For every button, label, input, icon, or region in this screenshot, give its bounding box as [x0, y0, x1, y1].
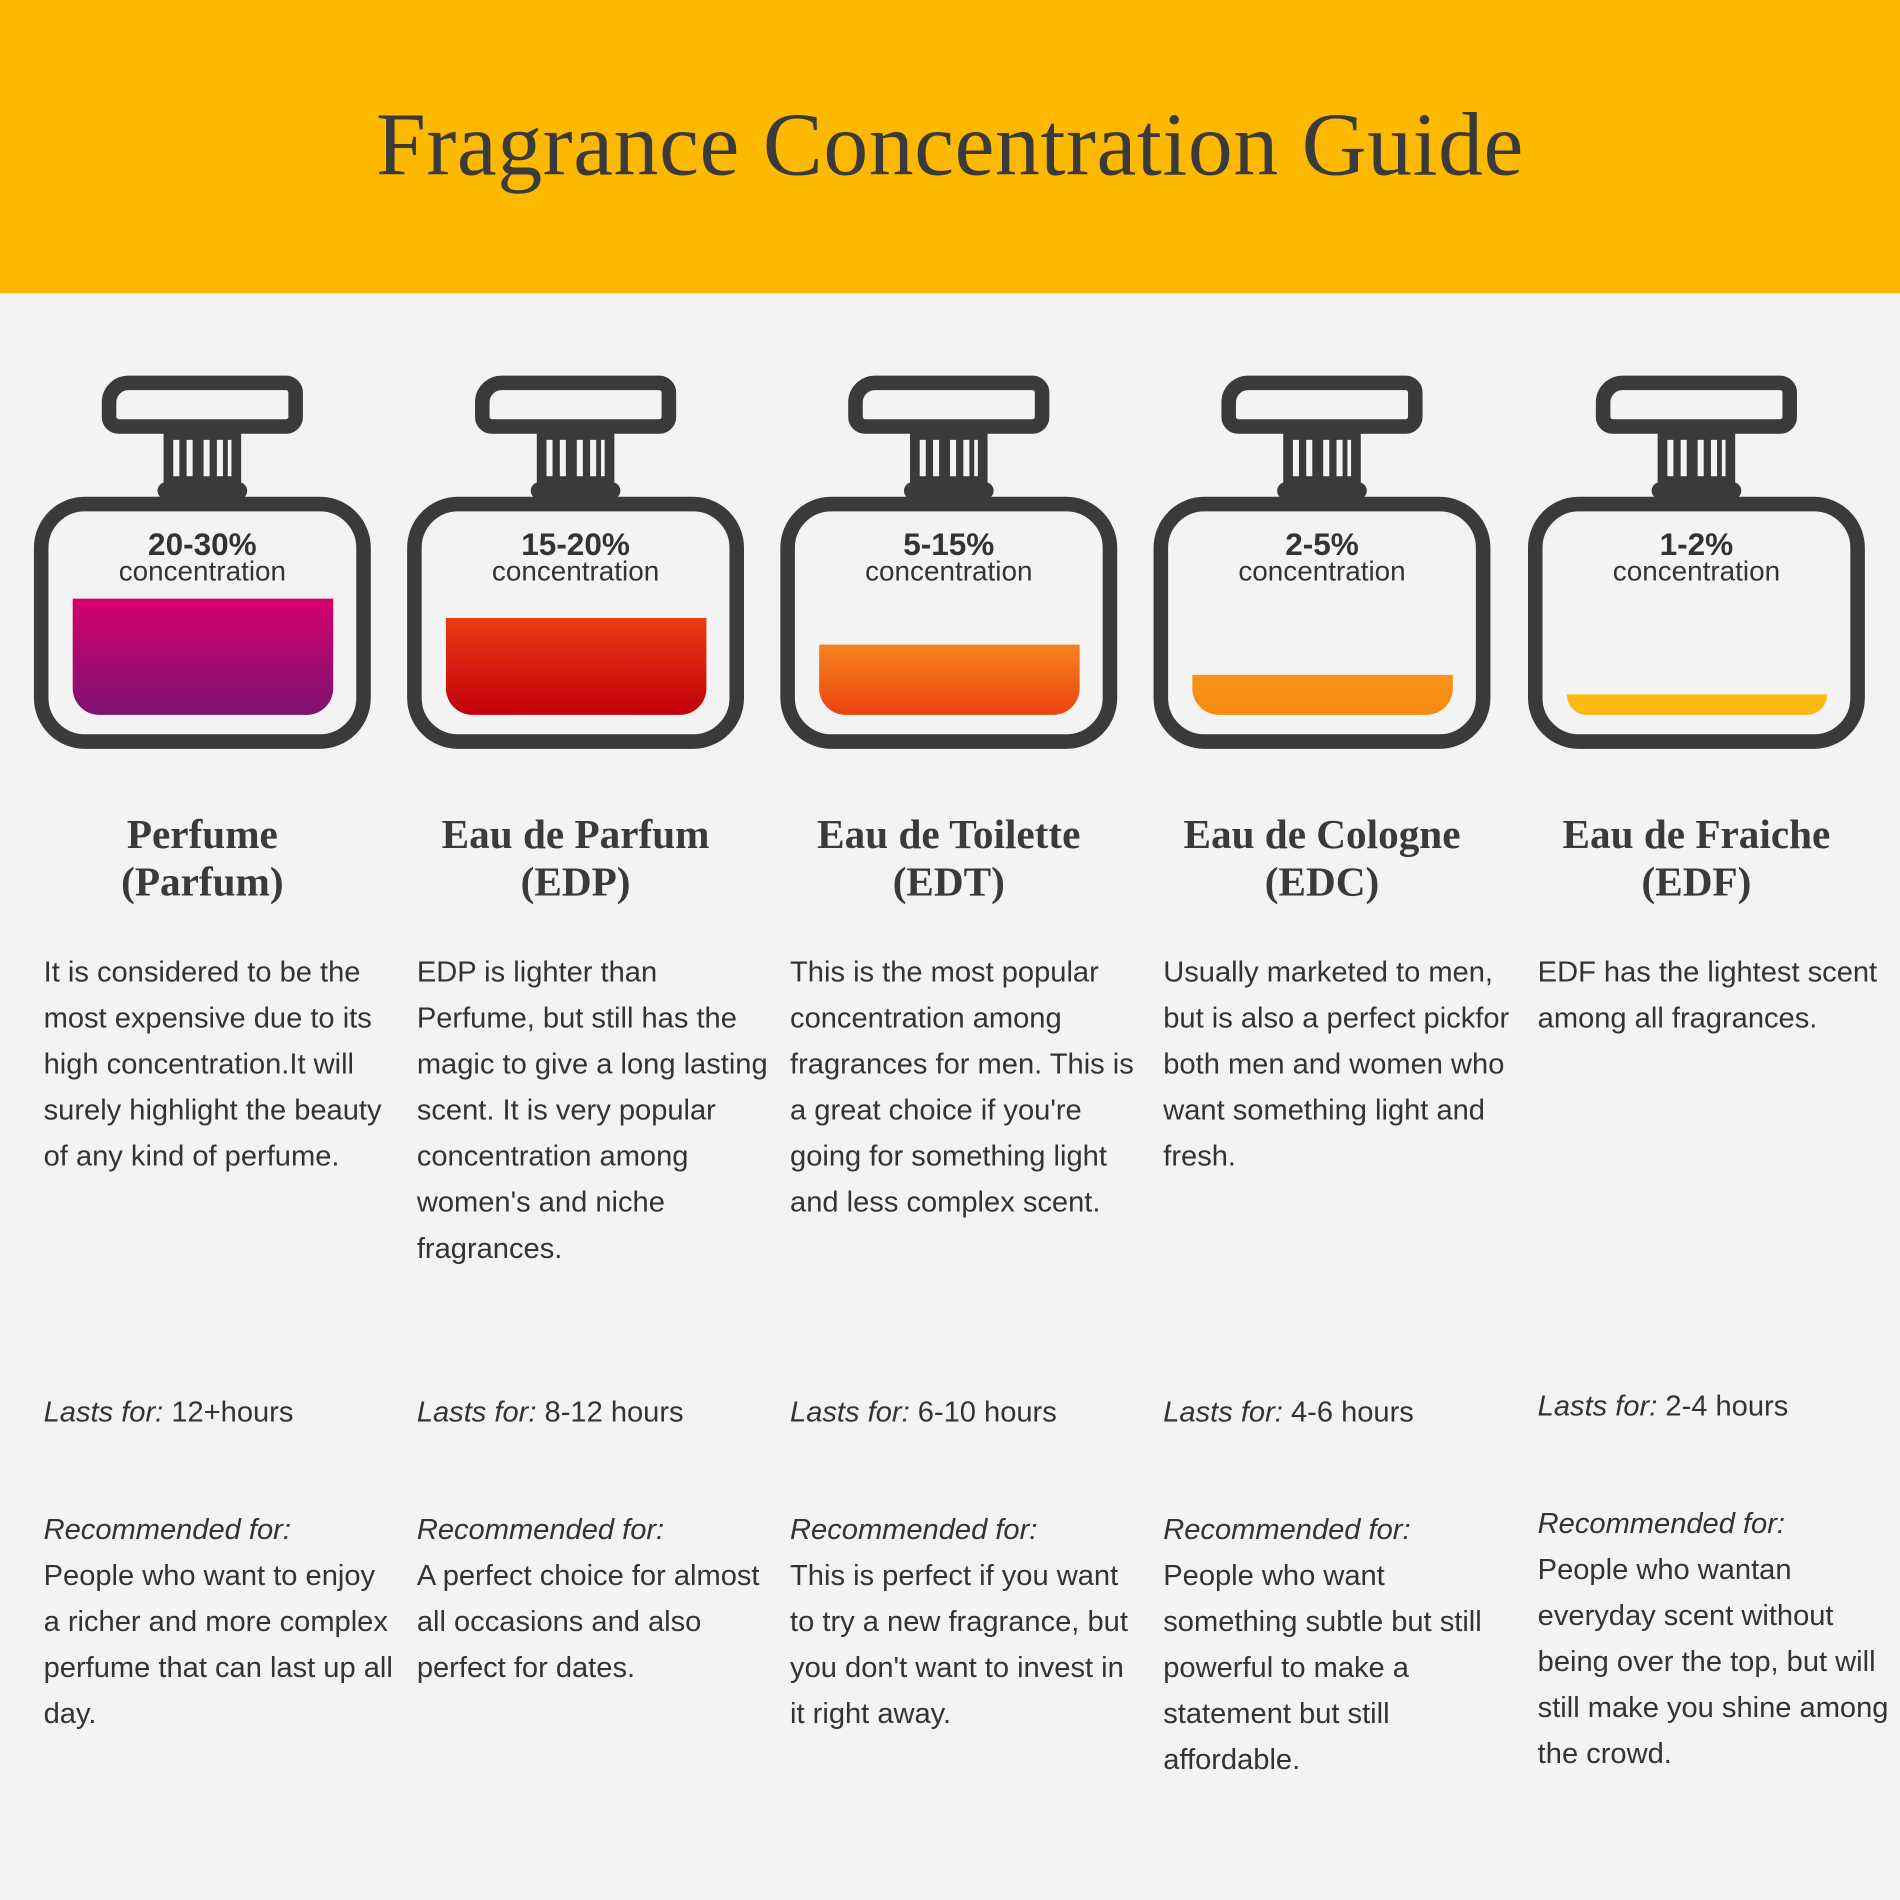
- liquid-fill: [445, 617, 707, 715]
- perfume-bottle-icon: 5-15% concentration: [780, 375, 1119, 752]
- recommended-label: Recommended for:: [416, 1513, 665, 1547]
- bottle-collar: [903, 482, 994, 500]
- description: Usually marketed to men, but is also a p…: [1163, 956, 1510, 1173]
- perfume-bottle-icon: 20-30% concentration: [33, 375, 373, 752]
- fragrance-name: Eau de Fraiche (EDF): [1528, 812, 1865, 907]
- description: EDF has the lightest scent among all fra…: [1537, 956, 1878, 1035]
- fragrance-column: 1-2% concentration Eau de Fraiche (EDF) E…: [1527, 0, 1892, 1900]
- lasts-label: Lasts for:: [43, 1395, 164, 1429]
- name-line-1: Eau de Toilette: [817, 813, 1081, 858]
- name-line-1: Eau de Parfum: [441, 813, 710, 858]
- name-line-2: (EDF): [1641, 860, 1752, 906]
- recommended-for: Recommended for: A perfect choice for alm…: [417, 1507, 768, 1691]
- bottle-neck: [1283, 432, 1361, 488]
- description: This is the most popular concentration a…: [790, 956, 1134, 1220]
- recommended-value: People who wantan everyday scent without…: [1537, 1553, 1889, 1771]
- bottle-collar: [157, 482, 248, 500]
- fragrance-column: 20-30% concentration Perfume (Parfum) It …: [33, 0, 398, 1900]
- concentration-label: concentration: [1238, 554, 1406, 587]
- concentration-percent: 15-20%: [521, 525, 630, 563]
- recommended-label: Recommended for:: [790, 1513, 1038, 1547]
- bottle-cap: [474, 375, 677, 434]
- liquid-fill: [1192, 674, 1453, 715]
- concentration-percent: 5-15%: [903, 525, 995, 563]
- lasts-for: Lasts for: 4-6 hours: [1163, 1396, 1514, 1430]
- bottle-neck: [910, 432, 988, 488]
- bottle-collar: [1651, 482, 1742, 500]
- bottle-cap: [101, 375, 303, 434]
- name-line-1: Eau de Cologne: [1183, 813, 1461, 858]
- perfume-bottle-icon: 2-5% concentration: [1153, 375, 1493, 752]
- recommended-label: Recommended for:: [43, 1513, 291, 1547]
- description: It is considered to be the most expensiv…: [43, 956, 382, 1173]
- lasts-label: Lasts for:: [416, 1395, 537, 1429]
- recommended-value: This is perfect if you want to try a new…: [790, 1559, 1128, 1731]
- lasts-value: 4-6 hours: [1290, 1395, 1414, 1429]
- name-line-1: Perfume: [126, 813, 278, 858]
- bottle-cap: [848, 375, 1050, 434]
- lasts-for: Lasts for: 2-4 hours: [1538, 1390, 1889, 1424]
- bottle-collar: [1277, 482, 1367, 500]
- bottle-cap: [1595, 375, 1797, 434]
- concentration-percent: 1-2%: [1659, 525, 1734, 563]
- concentration-label: concentration: [118, 554, 287, 587]
- bottle-collar: [530, 482, 621, 500]
- concentration-label: concentration: [491, 554, 660, 587]
- recommended-value: People who want something subtle but sti…: [1163, 1559, 1482, 1777]
- concentration-percent: 2-5%: [1285, 525, 1359, 563]
- liquid-fill: [72, 598, 334, 715]
- lasts-label: Lasts for:: [1163, 1395, 1283, 1429]
- bottle-neck: [163, 432, 242, 488]
- lasts-label: Lasts for:: [790, 1395, 910, 1429]
- recommended-label: Recommended for:: [1537, 1507, 1785, 1541]
- perfume-bottle-icon: 1-2% concentration: [1527, 375, 1867, 752]
- bottle-neck: [536, 432, 615, 488]
- fragrance-column: 2-5% concentration Eau de Cologne (EDC) U…: [1153, 0, 1518, 1900]
- fragrance-column: 5-15% concentration Eau de Toilette (EDT)…: [780, 0, 1144, 1900]
- recommended-for: Recommended for: This is perfect if you w…: [790, 1507, 1141, 1737]
- lasts-for: Lasts for: 12+hours: [44, 1396, 395, 1430]
- lasts-for: Lasts for: 8-12 hours: [417, 1396, 768, 1430]
- lasts-label: Lasts for:: [1537, 1389, 1658, 1423]
- name-line-2: (Parfum): [121, 860, 284, 906]
- lasts-value: 12+hours: [171, 1395, 294, 1429]
- recommended-for: Recommended for: People who want to enjoy…: [44, 1507, 395, 1737]
- lasts-value: 8-12 hours: [544, 1395, 684, 1429]
- fragrance-name: Eau de Toilette (EDT): [780, 812, 1117, 907]
- name-line-2: (EDC): [1264, 860, 1380, 906]
- page-title: Fragrance Concentration Guide: [375, 95, 1524, 196]
- concentration-percent: 20-30%: [148, 525, 257, 563]
- lasts-for: Lasts for: 6-10 hours: [790, 1396, 1141, 1430]
- recommended-for: Recommended for: People who wantan everyd…: [1538, 1501, 1889, 1777]
- liquid-fill: [1566, 694, 1828, 715]
- bottle-cap: [1221, 375, 1423, 434]
- fragrance-column: 15-20% concentration Eau de Parfum (EDP) …: [407, 0, 771, 1900]
- recommended-value: People who want to enjoy a richer and mo…: [43, 1559, 393, 1731]
- bottle-neck: [1657, 432, 1736, 488]
- recommended-value: A perfect choice for almost all occasion…: [416, 1559, 760, 1685]
- lasts-value: 6-10 hours: [917, 1395, 1057, 1429]
- name-line-2: (EDT): [892, 860, 1005, 906]
- liquid-fill: [819, 644, 1080, 715]
- concentration-label: concentration: [865, 554, 1033, 587]
- lasts-value: 2-4 hours: [1665, 1389, 1789, 1423]
- recommended-label: Recommended for:: [1163, 1513, 1411, 1547]
- perfume-bottle-icon: 15-20% concentration: [407, 375, 746, 752]
- recommended-for: Recommended for: People who want somethin…: [1163, 1507, 1514, 1783]
- fragrance-name: Perfume (Parfum): [34, 812, 371, 907]
- name-line-1: Eau de Fraiche: [1562, 813, 1831, 858]
- header-banner: Fragrance Concentration Guide: [0, 0, 1900, 294]
- fragrance-name: Eau de Parfum (EDP): [407, 812, 744, 907]
- description: EDP is lighter than Perfume, but still h…: [416, 956, 768, 1266]
- concentration-label: concentration: [1612, 554, 1781, 587]
- name-line-2: (EDP): [520, 860, 631, 906]
- fragrance-name: Eau de Cologne (EDC): [1154, 812, 1491, 907]
